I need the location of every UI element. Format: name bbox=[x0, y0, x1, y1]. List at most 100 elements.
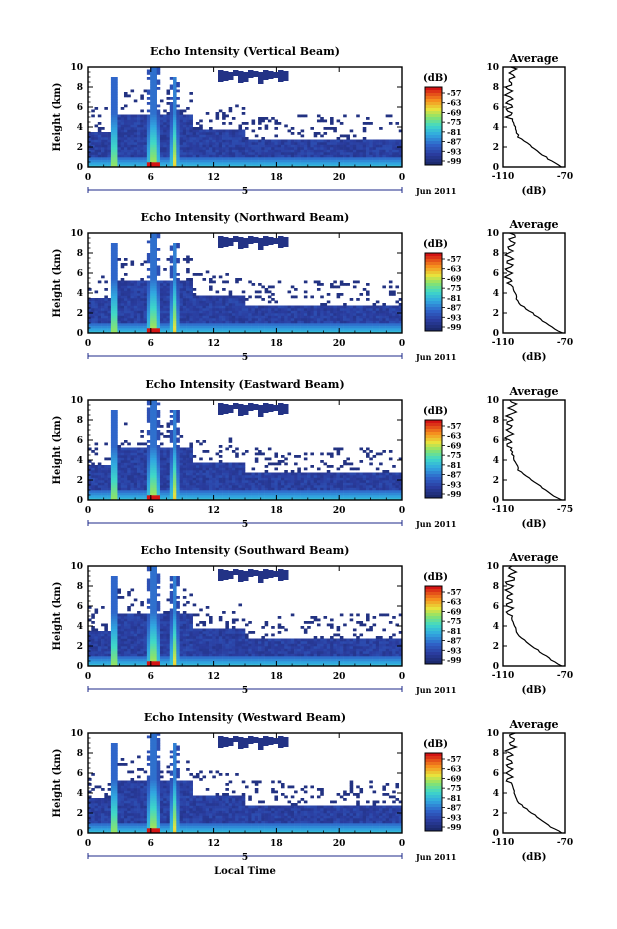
heatmap-cell bbox=[202, 318, 207, 321]
heatmap-cell bbox=[395, 144, 400, 148]
heatmap-cell bbox=[146, 139, 151, 143]
heatmap-cell bbox=[189, 330, 193, 334]
y-tick-label: 6 bbox=[77, 103, 83, 113]
heatmap-cell bbox=[189, 114, 193, 118]
heatmap-cell bbox=[189, 447, 193, 451]
heatmap-cell bbox=[176, 472, 180, 476]
heatmap-cell bbox=[159, 283, 164, 286]
heatmap-cell bbox=[215, 480, 220, 483]
heatmap-cell bbox=[382, 149, 386, 153]
heatmap-cell bbox=[195, 308, 200, 311]
heatmap-cell bbox=[189, 162, 193, 165]
heatmap-cell bbox=[202, 470, 207, 473]
heatmap-cell bbox=[238, 490, 243, 493]
heatmap-cell bbox=[110, 465, 115, 468]
heatmap-cell bbox=[133, 134, 138, 138]
heatmap-cell bbox=[88, 465, 92, 468]
heatmap-cell bbox=[91, 482, 95, 486]
heatmap-cell bbox=[222, 330, 226, 334]
heatmap-cell bbox=[140, 164, 144, 168]
heatmap-cell bbox=[271, 495, 275, 498]
heatmap-cell bbox=[156, 420, 161, 423]
heatmap-cell bbox=[117, 455, 122, 458]
heatmap-cell bbox=[179, 487, 184, 491]
heatmap-cell bbox=[385, 114, 390, 118]
heatmap-cell bbox=[277, 313, 282, 316]
heatmap-cell bbox=[176, 330, 180, 334]
heatmap-cell bbox=[146, 420, 151, 423]
heatmap-cell bbox=[110, 410, 115, 413]
heatmap-cell bbox=[140, 310, 144, 314]
heatmap-cell bbox=[346, 152, 350, 155]
heatmap-cell bbox=[199, 308, 203, 311]
heatmap-cell bbox=[153, 445, 157, 448]
heatmap-cell bbox=[228, 139, 233, 143]
heatmap-cell bbox=[94, 308, 99, 311]
heatmap-cell bbox=[218, 295, 223, 299]
heatmap-cell bbox=[264, 142, 269, 145]
heatmap-cell bbox=[235, 308, 239, 311]
heatmap-cell bbox=[110, 442, 115, 446]
heatmap-cell bbox=[215, 142, 220, 145]
heatmap-cell bbox=[280, 154, 285, 158]
heatmap-cell bbox=[254, 139, 259, 143]
heatmap-cell bbox=[173, 243, 177, 246]
heatmap-cell bbox=[330, 139, 334, 143]
average-y-tick-label: 0 bbox=[493, 329, 499, 339]
heatmap-cell bbox=[362, 315, 367, 319]
heatmap-cell bbox=[150, 432, 154, 436]
heatmap-cell bbox=[173, 420, 177, 423]
heatmap-cell bbox=[333, 320, 337, 324]
heatmap-cell bbox=[343, 164, 347, 168]
heatmap-cell bbox=[114, 99, 118, 103]
heatmap-cell bbox=[212, 142, 216, 145]
heatmap-cell bbox=[225, 132, 229, 135]
heatmap-cell bbox=[392, 325, 396, 329]
heatmap-cell bbox=[110, 112, 115, 115]
heatmap-cell bbox=[320, 477, 324, 481]
heatmap-cell bbox=[123, 308, 128, 311]
heatmap-cell bbox=[110, 290, 115, 294]
heatmap-cell bbox=[143, 303, 148, 306]
heatmap-cell bbox=[284, 313, 288, 316]
heatmap-cell bbox=[313, 149, 318, 153]
colorbar-segment bbox=[425, 93, 442, 97]
heatmap-cell bbox=[313, 485, 318, 488]
heatmap-cell bbox=[228, 437, 233, 441]
heatmap-cell bbox=[205, 313, 210, 316]
heatmap-cell bbox=[140, 452, 144, 456]
heatmap-cell bbox=[143, 497, 148, 501]
heatmap-cell bbox=[189, 122, 193, 125]
heatmap-cell bbox=[287, 495, 292, 498]
heatmap-cell bbox=[287, 152, 292, 155]
heatmap-cell bbox=[349, 139, 354, 143]
heatmap-cell bbox=[366, 142, 370, 145]
heatmap-cell bbox=[114, 159, 118, 163]
heatmap-cell bbox=[140, 462, 144, 466]
heatmap-cell bbox=[189, 305, 193, 309]
heatmap-cell bbox=[110, 492, 115, 496]
heatmap-cell bbox=[238, 134, 243, 138]
heatmap-cell bbox=[114, 112, 118, 115]
heatmap-cell bbox=[137, 492, 141, 496]
heatmap-cell bbox=[352, 313, 357, 316]
heatmap-cell bbox=[235, 475, 239, 478]
heatmap-cell bbox=[192, 475, 197, 478]
heatmap-cell bbox=[205, 134, 210, 138]
heatmap-cell bbox=[120, 139, 125, 143]
heatmap-cell bbox=[101, 492, 105, 496]
heatmap-cell bbox=[284, 159, 288, 163]
heatmap-cell bbox=[156, 402, 161, 406]
average-y-tick-label: 10 bbox=[486, 63, 499, 73]
colorbar-tick-label: -87 bbox=[447, 137, 461, 147]
heatmap-cell bbox=[310, 482, 314, 486]
heatmap-cell bbox=[117, 492, 122, 496]
heatmap-cell bbox=[356, 318, 360, 321]
heatmap-cell bbox=[313, 480, 318, 483]
heatmap-cell bbox=[104, 457, 108, 461]
heatmap-cell bbox=[169, 285, 174, 289]
heatmap-cell bbox=[114, 445, 118, 448]
heatmap-cell bbox=[153, 243, 157, 246]
heatmap-cell bbox=[114, 265, 118, 269]
heatmap-cell bbox=[366, 144, 370, 148]
